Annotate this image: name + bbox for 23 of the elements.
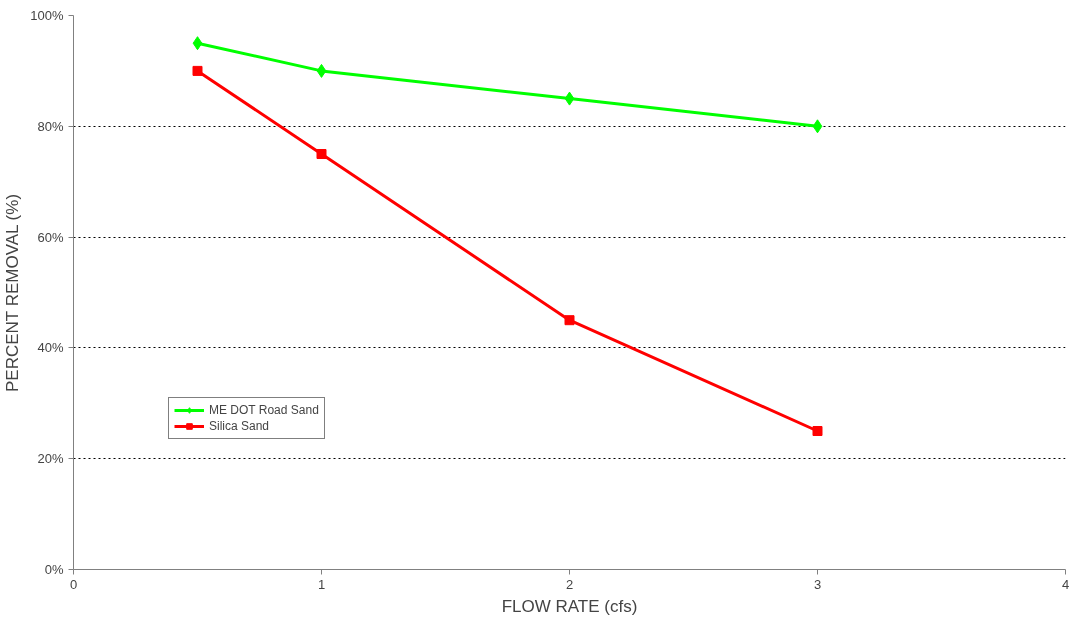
x-axis-title: FLOW RATE (cfs) xyxy=(501,596,638,616)
point xyxy=(812,426,823,436)
point xyxy=(316,149,327,159)
point xyxy=(812,119,823,134)
x-tick-label: 2 xyxy=(565,576,574,592)
point xyxy=(564,315,575,326)
y-tick-label: 80% xyxy=(37,118,64,134)
y-axis-title: PERCENT REMOVAL (%) xyxy=(3,193,23,392)
y-tick-label: 20% xyxy=(37,451,64,467)
y-tick-label: 0% xyxy=(44,562,64,577)
point xyxy=(316,63,327,78)
y-tick-label: 60% xyxy=(37,229,64,245)
point xyxy=(192,36,203,51)
y-tick-label: 40% xyxy=(37,340,64,356)
x-tick-label: 0 xyxy=(69,576,78,592)
x-tick-label: 1 xyxy=(317,576,326,592)
x-tick-label: 3 xyxy=(813,576,822,592)
legend-label: ME DOT Road Sand xyxy=(209,403,319,417)
legend-label: Silica Sand xyxy=(209,419,270,433)
y-tick-label: 100% xyxy=(30,8,64,23)
point xyxy=(564,91,575,106)
x-tick-label: 4 xyxy=(1061,576,1070,592)
point xyxy=(192,65,203,76)
